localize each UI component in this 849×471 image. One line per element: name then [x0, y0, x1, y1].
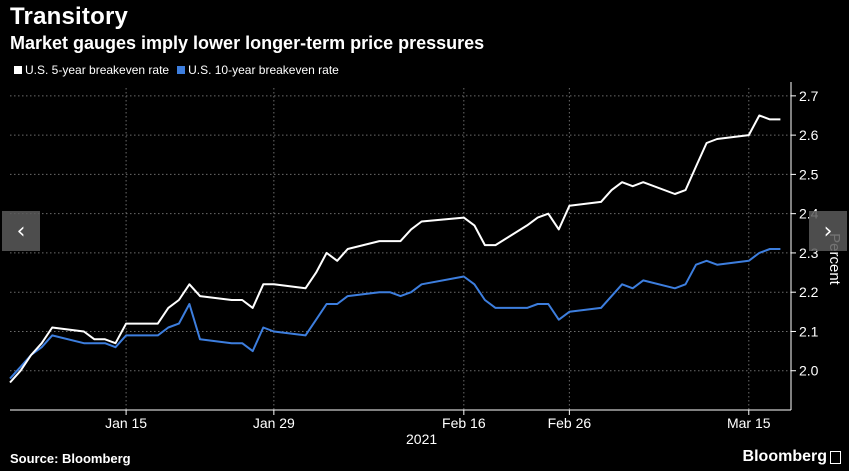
- previous-slide-button[interactable]: ‹: [2, 211, 40, 251]
- y-tick-label: 2.1: [799, 323, 819, 339]
- x-tick-label: Mar 15: [727, 415, 771, 431]
- x-tick-label: Feb 26: [548, 415, 592, 431]
- legend-label-10y: U.S. 10-year breakeven rate: [188, 63, 339, 77]
- x-tick-label: Jan 15: [105, 415, 147, 431]
- chevron-right-icon: ›: [823, 218, 833, 244]
- x-tick-label: Feb 16: [442, 415, 486, 431]
- bloomberg-logo: Bloomberg: [742, 448, 827, 465]
- legend-item-5y: U.S. 5-year breakeven rate: [14, 63, 169, 77]
- y-tick-label: 2.2: [799, 284, 819, 300]
- legend-label-5y: U.S. 5-year breakeven rate: [25, 63, 170, 77]
- y-tick-label: 2.0: [799, 363, 819, 379]
- chevron-left-icon: ‹: [16, 218, 26, 244]
- chart-subtitle: Market gauges imply lower longer-term pr…: [10, 33, 485, 53]
- next-slide-button[interactable]: ›: [809, 211, 847, 251]
- series-line-10y: [9, 248, 781, 380]
- chart-title: Transitory: [10, 3, 129, 30]
- bloomberg-mark-icon: [830, 451, 841, 464]
- x-axis-label: 2021: [406, 431, 437, 447]
- source-note: Source: Bloomberg: [10, 451, 131, 466]
- y-tick-label: 2.7: [799, 88, 819, 104]
- y-tick-label: 2.5: [799, 166, 819, 182]
- series-line-5y: [9, 114, 781, 384]
- legend-item-10y: U.S. 10-year breakeven rate: [177, 63, 339, 77]
- y-tick-label: 2.6: [799, 127, 819, 143]
- legend-swatch-10y: [177, 66, 186, 74]
- chart-legend: U.S. 5-year breakeven rate U.S. 10-year …: [14, 63, 347, 77]
- x-tick-label: Jan 29: [253, 415, 295, 431]
- legend-swatch-5y: [14, 66, 22, 74]
